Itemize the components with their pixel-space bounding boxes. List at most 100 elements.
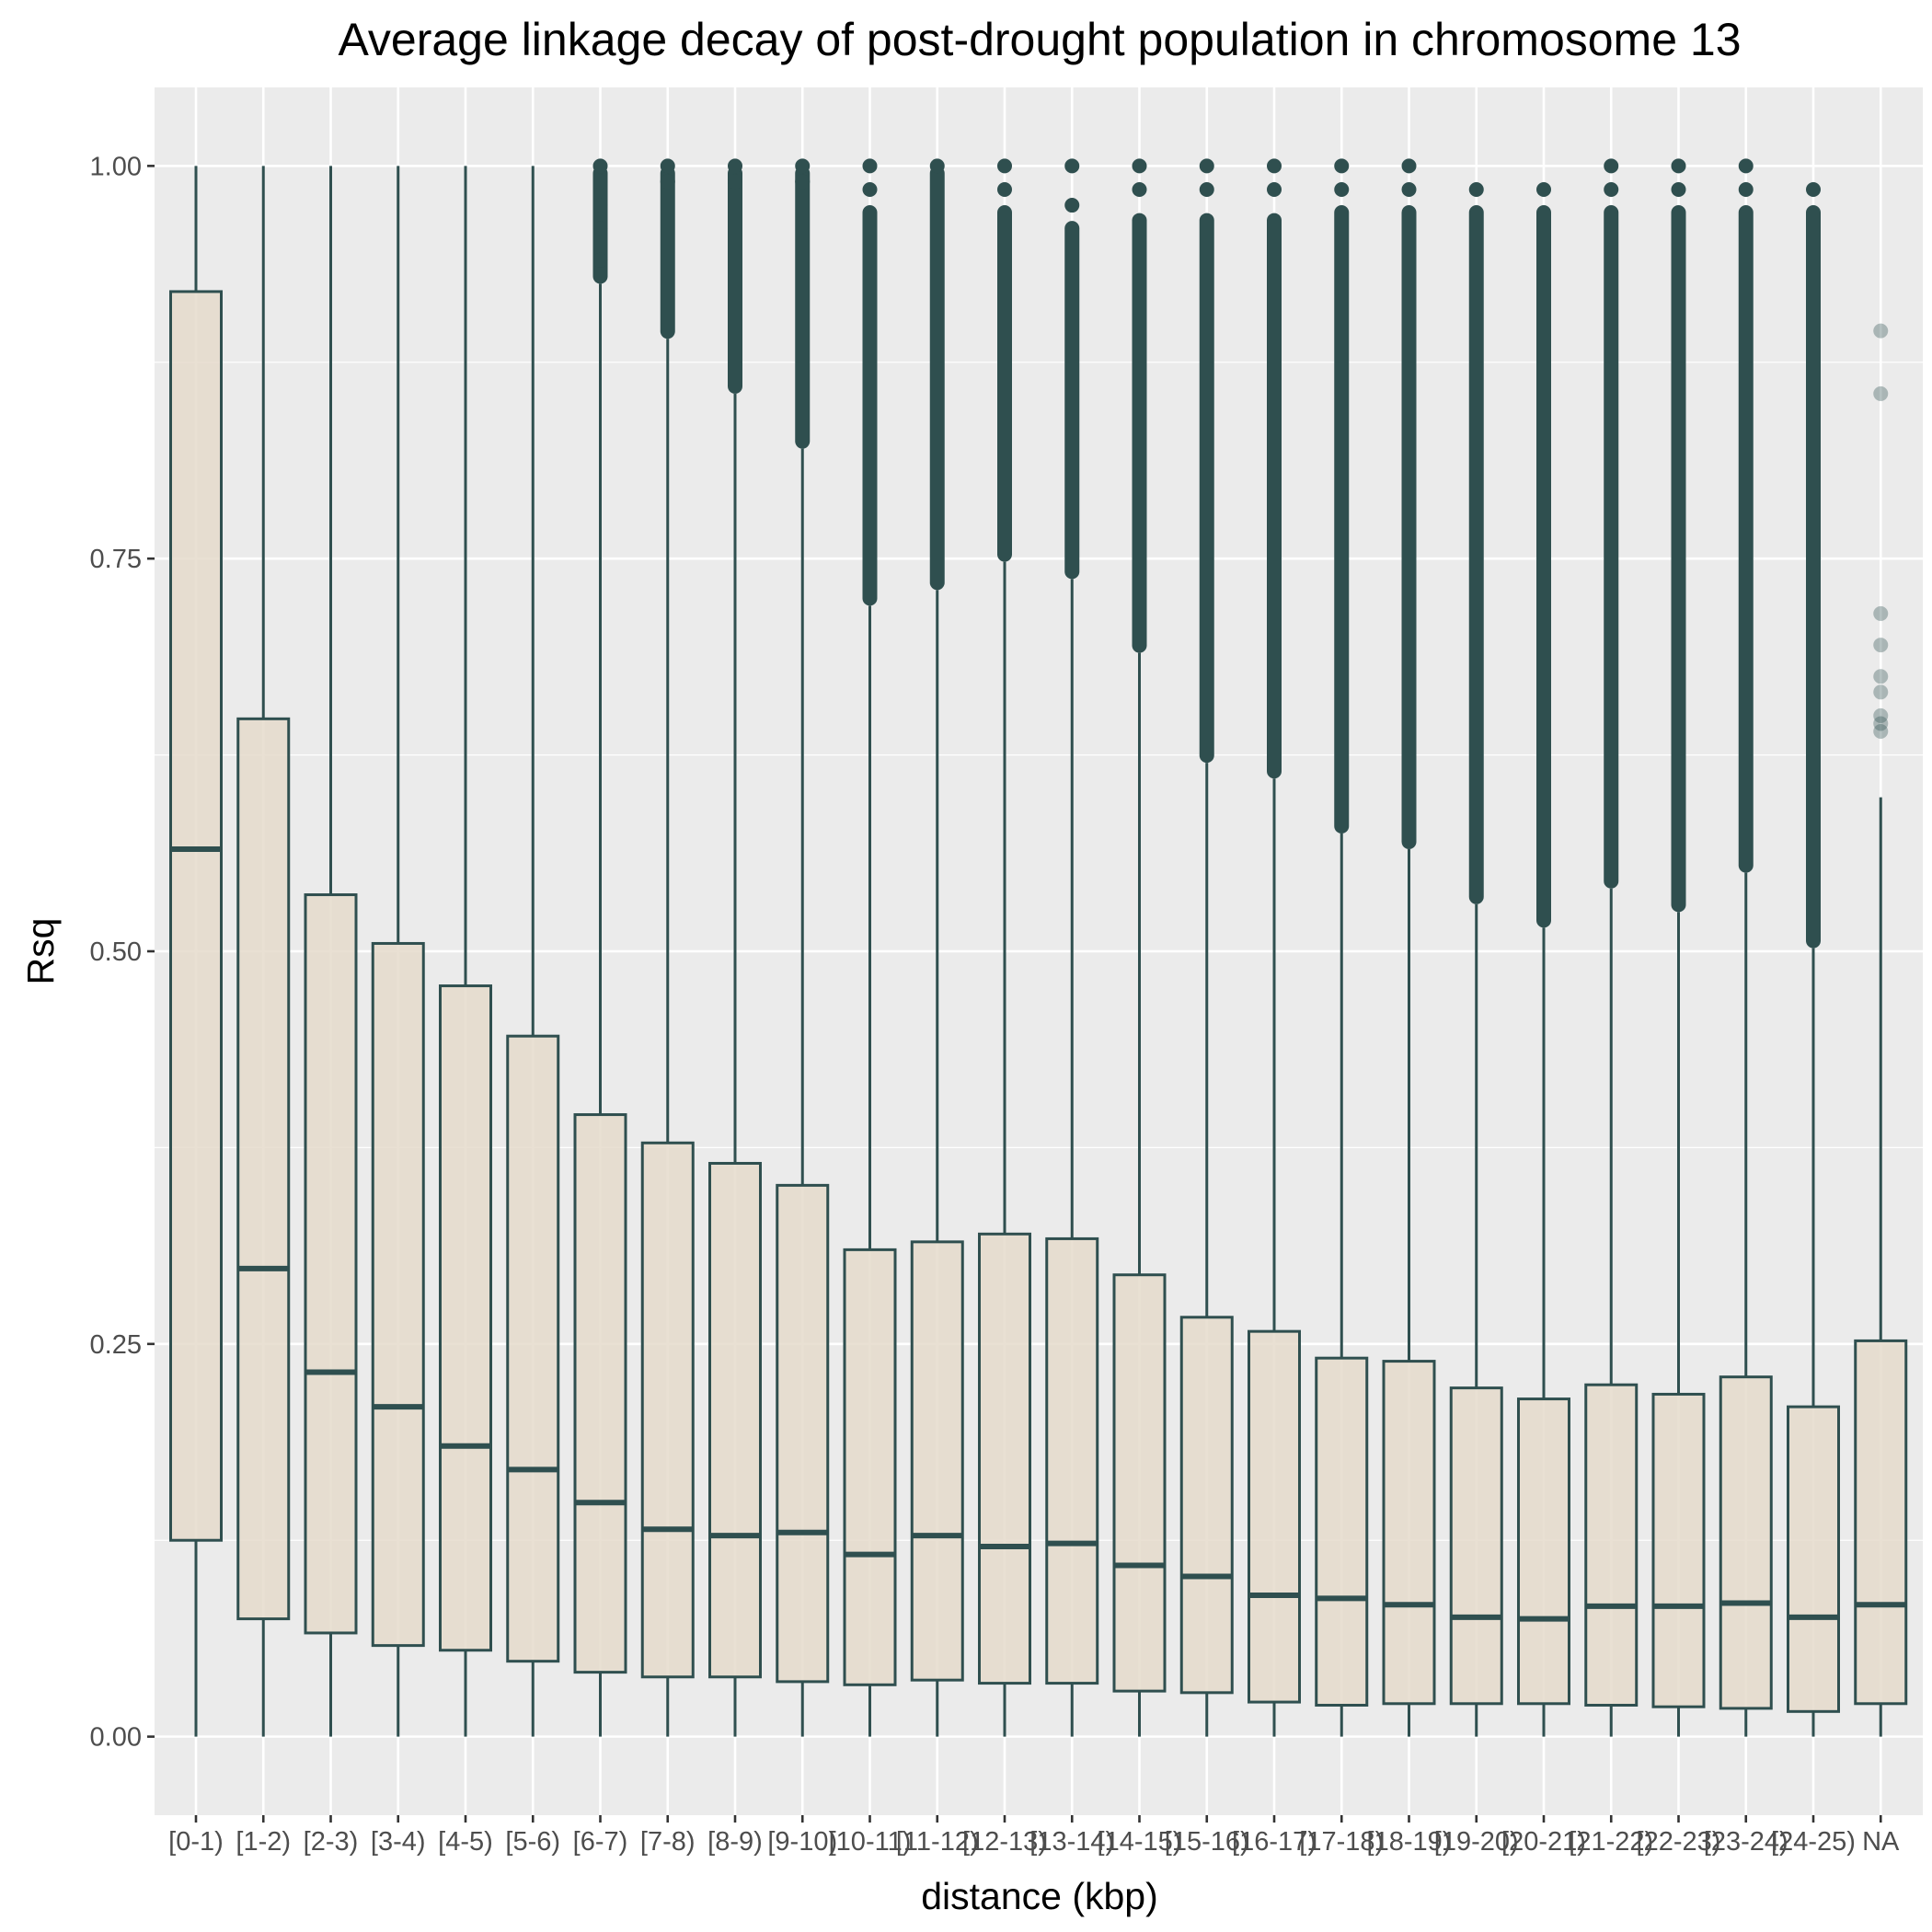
box-iqr [439,984,492,1652]
outlier-point [728,158,742,174]
outlier-point [1873,716,1889,731]
box-iqr [1449,1386,1503,1706]
outlier-cluster [1267,213,1282,779]
box-25 [1854,323,1908,1737]
outlier-cluster [997,205,1012,562]
outlier-cluster [1536,205,1551,928]
outlier-point [1267,158,1282,174]
outlier-point [997,158,1012,174]
box-10 [843,158,897,1737]
x-tick-label: [20-21) [1501,1827,1586,1857]
box-1 [236,166,291,1737]
x-tick-label: [19-20) [1434,1827,1519,1857]
x-tick-label: [23-24) [1704,1827,1788,1857]
y-tick-label: 0.75 [90,545,142,574]
box-iqr [910,1240,964,1682]
outlier-point [592,221,608,236]
box-iqr [708,1161,762,1679]
outlier-point [862,181,878,197]
outlier-point [592,158,608,174]
box-iqr [371,941,425,1648]
box-iqr [1517,1397,1570,1706]
box-22 [1651,158,1706,1737]
box-16 [1248,158,1301,1737]
outlier-point [1671,158,1686,174]
outlier-point [1873,723,1889,739]
box-iqr [1315,1356,1369,1707]
box-13 [1045,158,1099,1737]
x-tick-label: [6-7) [573,1827,628,1857]
box-0 [169,166,223,1737]
x-tick-label: [15-16) [1165,1827,1249,1857]
outlier-point [1199,158,1214,174]
box-iqr [843,1248,897,1686]
box-21 [1584,158,1639,1737]
x-axis-title: distance (kbp) [921,1875,1158,1917]
outlier-point [1064,158,1080,174]
y-tick-label: 1.00 [90,152,142,181]
outlier-point [660,174,675,190]
box-17 [1315,158,1369,1737]
x-tick-label: [24-25) [1771,1827,1856,1857]
outlier-point [1873,385,1889,401]
outlier-point [592,198,608,213]
outlier-point [1468,181,1484,197]
outlier-cluster [1806,205,1821,949]
box-4 [439,166,492,1737]
x-tick-label: [7-8) [640,1827,696,1857]
outlier-point [1738,181,1754,197]
x-tick-label: [8-9) [707,1827,763,1857]
x-tick-label: [21-22) [1569,1827,1653,1857]
outlier-point [1738,158,1754,174]
box-iqr [1179,1316,1234,1695]
box-iqr [1248,1329,1301,1704]
x-tick-label: [4-5) [438,1827,493,1857]
x-tick-label: [14-15) [1098,1827,1182,1857]
outlier-point [1536,181,1551,197]
outlier-point [1132,181,1147,197]
outlier-point [660,158,675,174]
outlier-cluster [1334,205,1350,834]
box-iqr [776,1183,830,1684]
x-tick-label: [1-2) [236,1827,291,1857]
box-6 [573,158,627,1737]
box-9 [776,158,830,1737]
outlier-point [592,174,608,190]
x-tick-label: [17-18) [1299,1827,1384,1857]
outlier-point [795,174,811,190]
box-iqr [1112,1273,1167,1693]
outlier-cluster [795,166,811,449]
x-tick-label: [12-13) [962,1827,1047,1857]
y-axis-title: Rsq [19,918,62,985]
outlier-cluster [1199,213,1214,764]
box-iqr [1584,1383,1639,1707]
x-tick-label: [9-10) [767,1827,837,1857]
outlier-point [795,158,811,174]
outlier-point [1604,181,1619,197]
x-tick-label: [3-4) [371,1827,426,1857]
outlier-cluster [1132,213,1147,653]
outlier-cluster [1738,205,1754,873]
x-tick-label: [22-23) [1637,1827,1721,1857]
box-2 [304,166,358,1737]
box-iqr [169,290,223,1542]
outlier-point [1199,181,1214,197]
box-20 [1517,181,1570,1737]
x-tick-label: NA [1862,1827,1900,1857]
outlier-cluster [728,166,742,394]
box-15 [1179,158,1234,1737]
outlier-point [929,158,945,174]
y-tick-label: 0.00 [90,1723,142,1753]
box-iqr [640,1141,695,1679]
box-iqr [304,893,358,1635]
outlier-cluster [1604,205,1619,889]
outlier-point [1873,684,1889,700]
box-iqr [1382,1360,1436,1706]
outlier-point [1334,181,1350,197]
box-8 [708,158,762,1737]
x-tick-label: [5-6) [505,1827,560,1857]
outlier-cluster [862,205,878,606]
outlier-point [1806,181,1821,197]
outlier-point [1873,669,1889,684]
box-iqr [1854,1339,1908,1706]
